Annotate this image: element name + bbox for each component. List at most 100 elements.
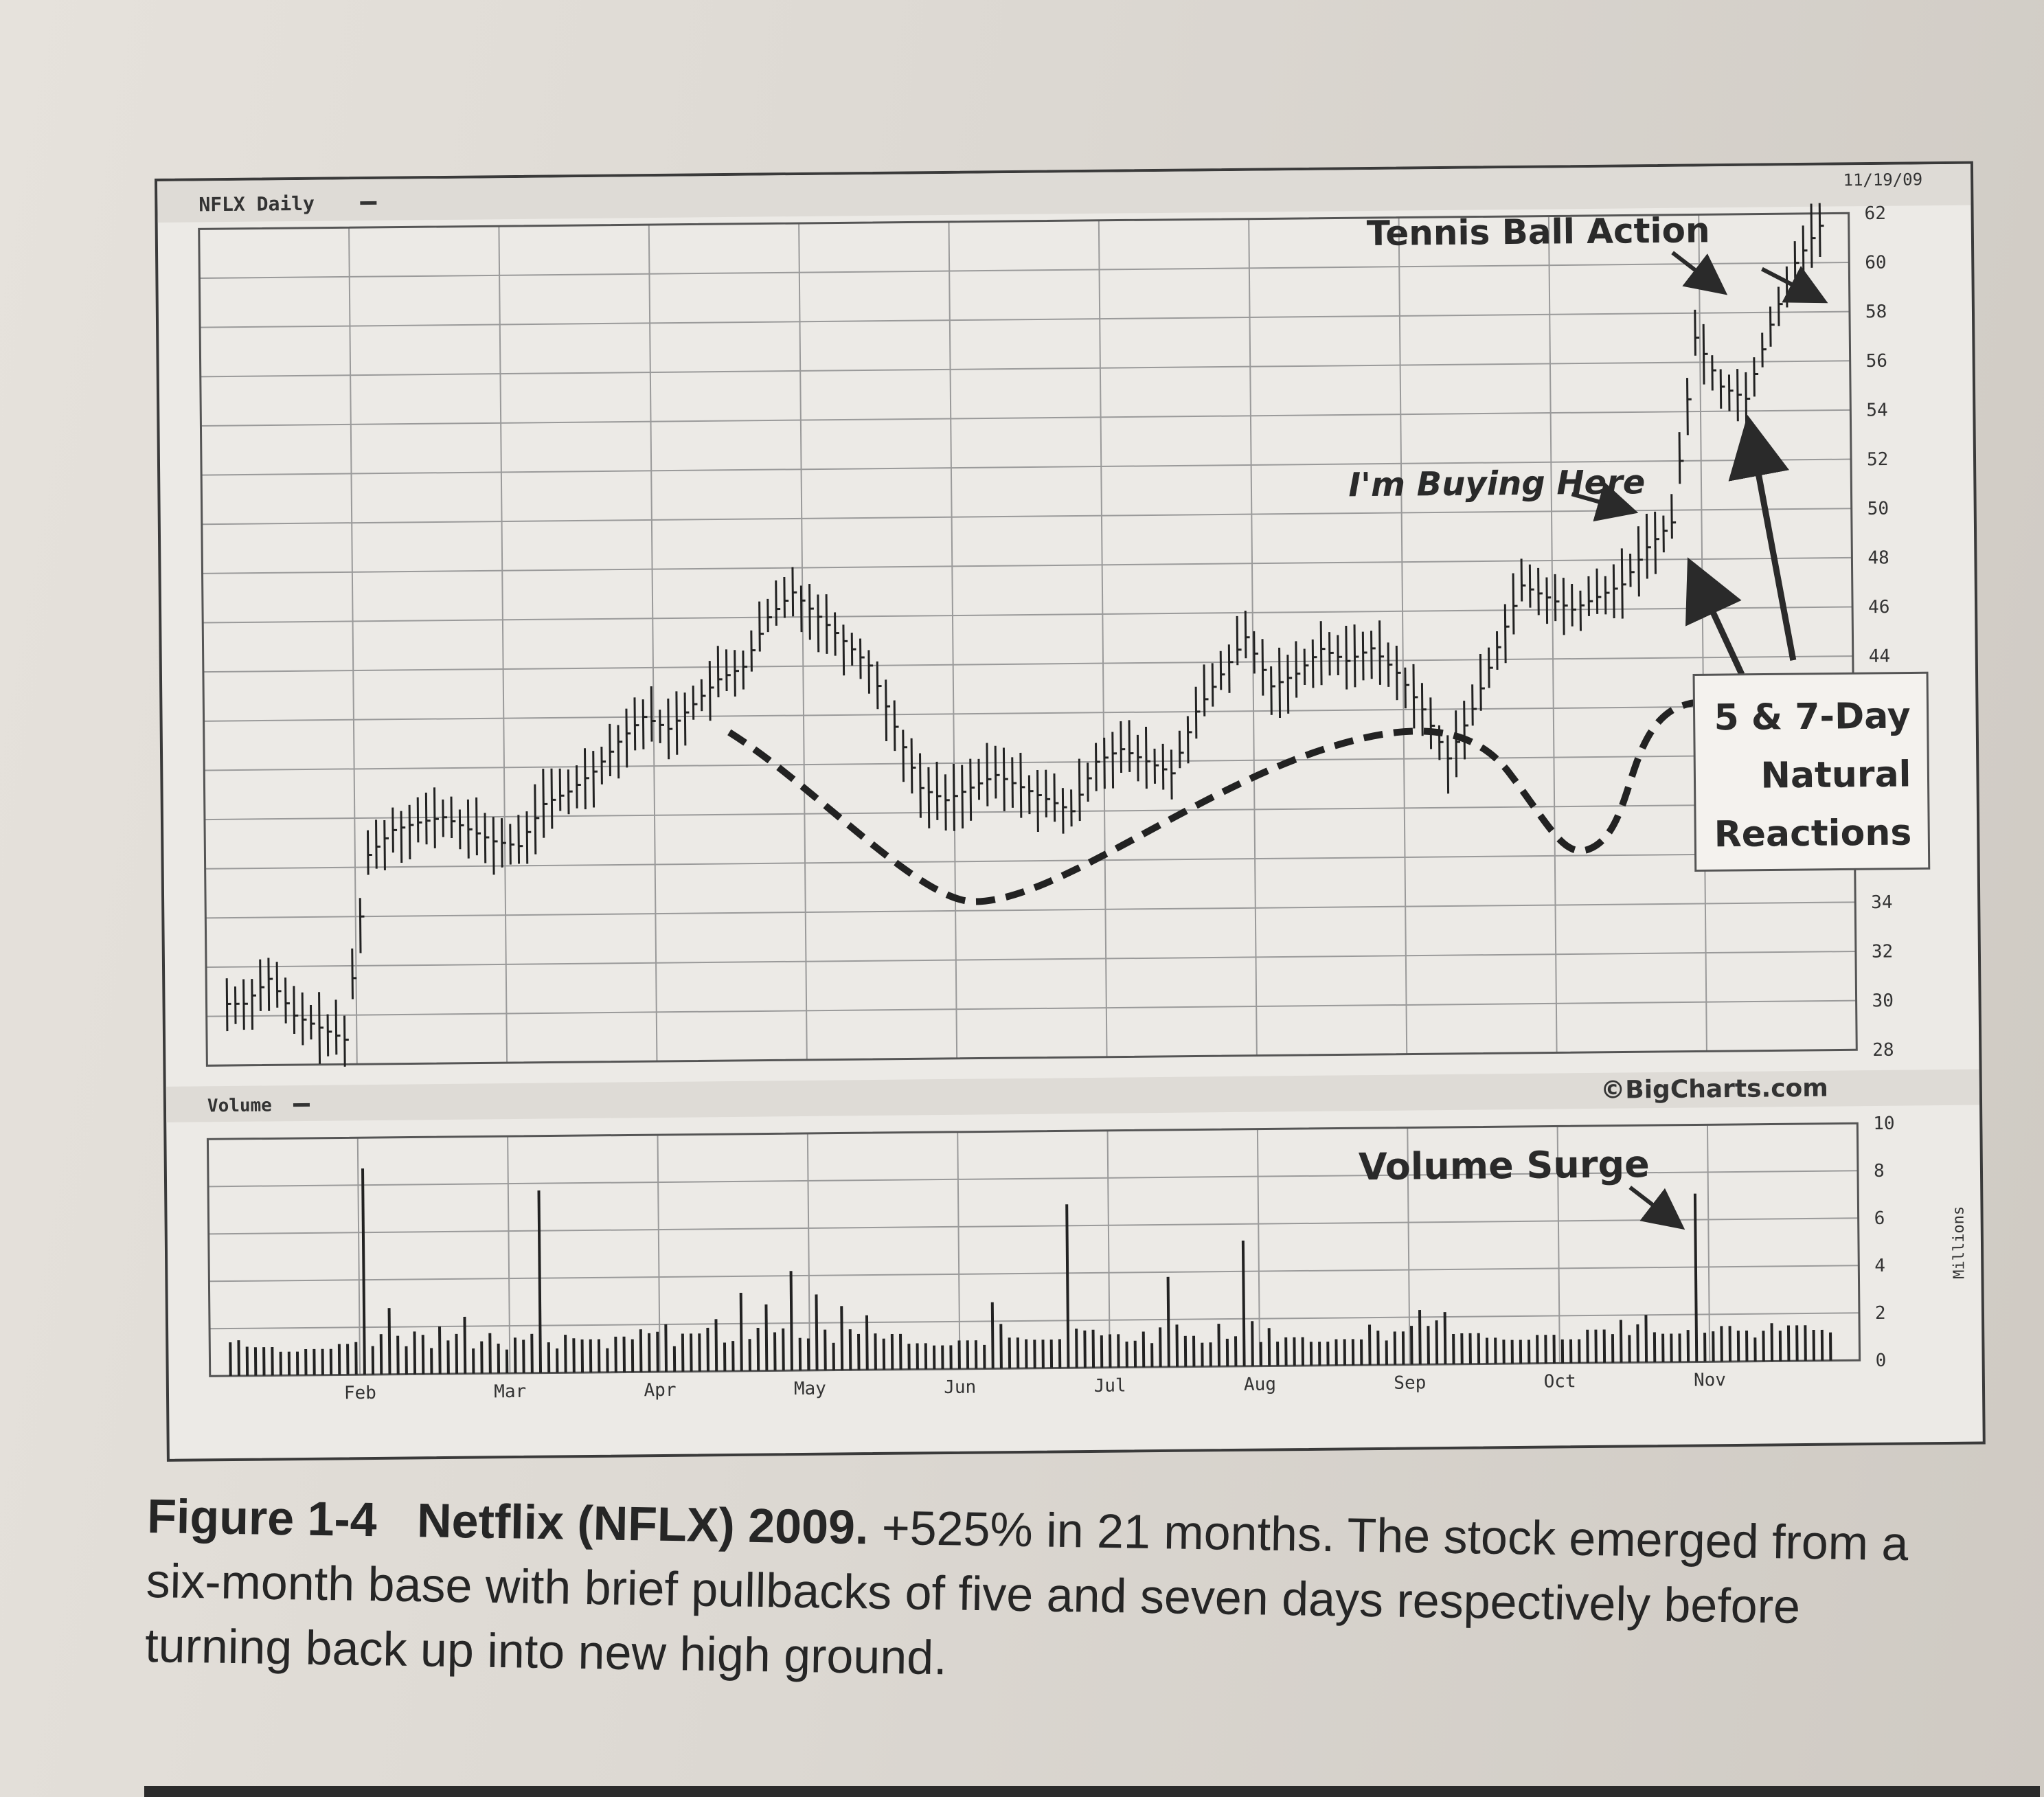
price-bar — [817, 594, 820, 653]
price-grid-vline — [1398, 217, 1408, 1054]
volume-bar — [815, 1294, 819, 1370]
volume-bar — [648, 1333, 651, 1372]
price-bar — [742, 651, 745, 690]
source-credit: ©BigCharts.com — [1600, 1074, 1828, 1105]
month-axis-ticks: Feb Mar Apr May Jun Jul Aug Sep Oct Nov — [344, 1370, 1726, 1403]
month-label: Jun — [944, 1377, 976, 1398]
price-bar — [534, 784, 537, 855]
price-bar — [1027, 775, 1031, 815]
volume-grid-vline — [1706, 1124, 1711, 1362]
volume-bar — [1693, 1193, 1699, 1362]
volume-bar — [1217, 1324, 1221, 1367]
price-bar — [1070, 789, 1073, 827]
caption-figure-title: Netflix (NFLX) 2009. — [416, 1493, 870, 1555]
price-bar — [375, 820, 378, 869]
volume-tick-label: 0 — [1875, 1350, 1886, 1371]
price-bar — [334, 999, 338, 1055]
chart-frame: NFLX Daily 11/19/09 62 60 58 56 54 52 50 48 46 44… — [155, 161, 1986, 1462]
buying-here-annotation: I'm Buying Here — [1348, 463, 1646, 504]
price-bar — [1777, 286, 1780, 326]
price-bar — [1345, 626, 1348, 690]
volume-grid-vline — [806, 1133, 811, 1370]
volume-grid-vline — [1556, 1126, 1560, 1364]
ticker-label: NFLX Daily — [198, 192, 315, 216]
month-label: May — [794, 1379, 826, 1399]
buying-here-arrow — [1571, 482, 1639, 522]
price-grid-vline — [348, 227, 358, 1065]
volume-bar — [379, 1334, 383, 1375]
price-bar — [1170, 749, 1173, 800]
price-bar — [1637, 526, 1640, 597]
price-bar — [1045, 769, 1047, 817]
volume-tick-label: 8 — [1874, 1161, 1885, 1182]
price-plot-border — [198, 212, 1858, 1067]
reactions-line-1: 5 & 7-Day — [1714, 695, 1911, 738]
volume-bar — [1435, 1320, 1439, 1365]
price-grid-vline — [1547, 216, 1558, 1053]
price-bar — [725, 649, 728, 691]
volume-axis-ticks: 10 8 6 4 2 0 — [1873, 1114, 1895, 1371]
volume-grid-vline — [507, 1136, 511, 1374]
price-grid-line — [205, 901, 1856, 919]
volume-bar — [537, 1190, 543, 1373]
month-label: Apr — [644, 1380, 676, 1401]
price-bar — [609, 723, 611, 777]
volume-grid-vline — [356, 1138, 361, 1375]
price-grid-line — [204, 754, 1854, 771]
price-bar — [969, 758, 973, 821]
price-grid-line — [201, 409, 1851, 427]
price-bars — [225, 203, 1824, 1067]
volume-grid-vline — [1106, 1130, 1111, 1368]
price-bar — [1128, 720, 1131, 772]
price-bar — [893, 700, 896, 751]
price-tick-label: 60 — [1865, 252, 1887, 273]
price-bar — [910, 738, 913, 794]
price-grid-vline — [798, 223, 808, 1060]
volume-grid-vline — [1407, 1127, 1411, 1365]
volume-bar — [840, 1306, 844, 1370]
volume-surge-annotation: Volume Surge — [1359, 1142, 1650, 1188]
volume-bar — [874, 1333, 877, 1370]
price-bar — [400, 811, 403, 863]
price-bar — [1219, 651, 1223, 690]
tennis-ball-arrow-1 — [1671, 251, 1728, 295]
price-bar — [1479, 653, 1482, 711]
price-bar — [734, 650, 736, 697]
volume-grid-line — [209, 1312, 1859, 1330]
price-bar — [1103, 737, 1106, 789]
price-bar — [1520, 558, 1523, 602]
price-grid-line — [202, 556, 1852, 574]
price-bar — [592, 751, 595, 808]
volume-bar — [564, 1335, 567, 1373]
price-grid-line — [201, 458, 1852, 476]
volume-bar — [387, 1308, 391, 1375]
volume-bar — [824, 1329, 827, 1370]
volume-bar — [1065, 1204, 1070, 1368]
price-bar — [867, 650, 870, 694]
price-grid-vline — [1098, 220, 1108, 1057]
price-bar — [1612, 564, 1615, 619]
price-bar — [842, 624, 845, 676]
price-grid-vline — [648, 225, 658, 1062]
reactions-box — [1692, 671, 1931, 872]
price-bar — [1404, 667, 1407, 709]
price-grid-line — [201, 508, 1852, 525]
price-bar — [1337, 635, 1339, 675]
price-grid-line — [205, 852, 1855, 870]
tennis-ball-arrow-2 — [1760, 266, 1828, 304]
price-bar — [359, 898, 362, 953]
volume-bar — [421, 1335, 425, 1375]
volume-bar — [361, 1168, 366, 1375]
price-bar — [1512, 573, 1515, 635]
price-bar — [1579, 590, 1582, 631]
price-bar — [1095, 743, 1098, 791]
price-bar — [408, 804, 411, 860]
volume-grid-line — [209, 1265, 1859, 1282]
price-bar — [641, 699, 645, 749]
price-bar — [1446, 735, 1450, 794]
volume-units-label: Millions — [1950, 1206, 1968, 1279]
price-grid-vline — [498, 226, 508, 1063]
price-grid-line — [200, 310, 1850, 328]
volume-bar — [698, 1333, 701, 1372]
volume-bar — [1770, 1323, 1774, 1361]
